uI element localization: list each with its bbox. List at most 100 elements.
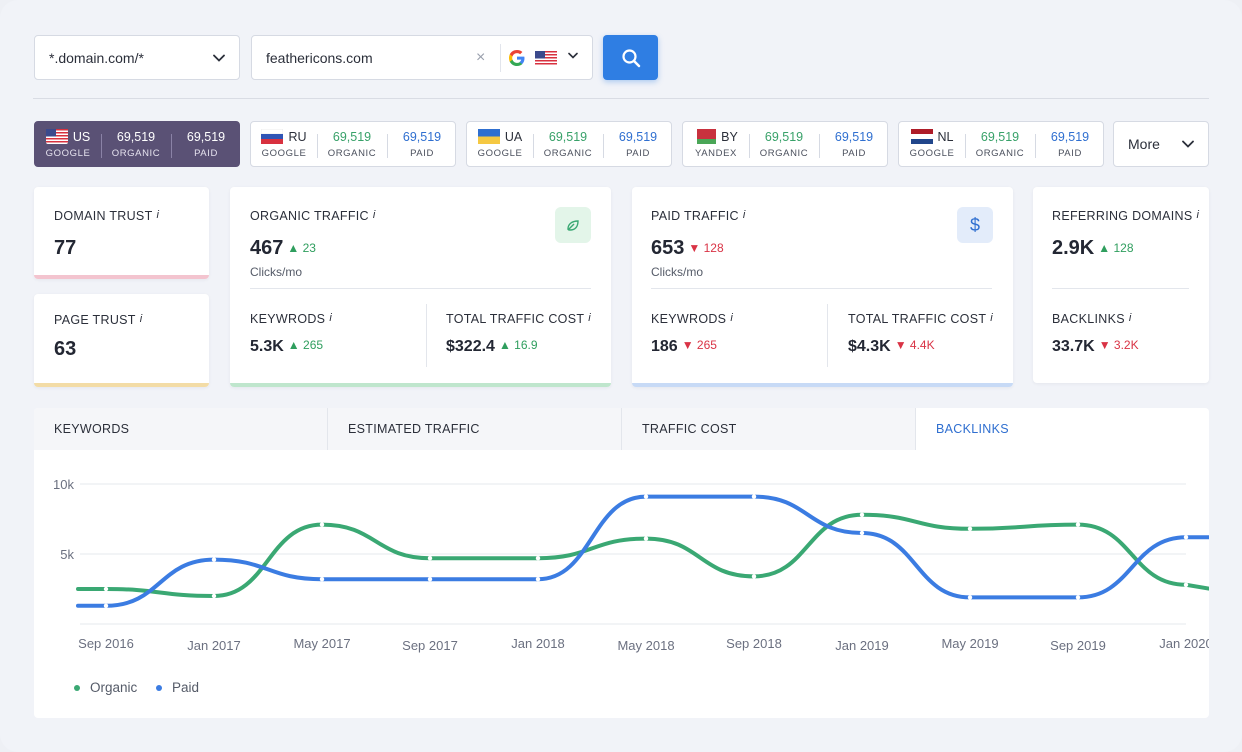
data-point-paid [643, 494, 649, 499]
info-icon[interactable]: i [1196, 209, 1200, 221]
data-point-paid [319, 577, 325, 582]
page-trust-label: PAGE TRUST i [54, 313, 143, 327]
region-chip-ru[interactable]: RU GOOGLE 69,519 ORGANIC 69,519 PAID [250, 121, 456, 167]
chevron-down-icon[interactable] [568, 52, 578, 59]
region-chip-nl[interactable]: NL GOOGLE 69,519 ORGANIC 69,519 PAID [898, 121, 1104, 167]
region-paid-value: 69,519 [1050, 130, 1090, 144]
data-point-organic [535, 556, 541, 561]
divider [1052, 288, 1189, 289]
region-organic: 69,519 ORGANIC [969, 129, 1031, 161]
paid-keywords-value: 186 ▼ 265 [651, 338, 717, 355]
region-organic-value: 69,519 [332, 130, 372, 144]
x-tick-label: Jan 2020 [1159, 636, 1209, 651]
organic-dot-icon [74, 684, 80, 691]
tab-estimated-traffic[interactable]: ESTIMATED TRAFFIC [328, 408, 622, 450]
paid-cost-delta: ▼ 4.4K [894, 338, 935, 352]
region-organic: 69,519 ORGANIC [753, 129, 815, 161]
info-icon[interactable]: i [139, 313, 143, 325]
more-button[interactable]: More [1113, 121, 1209, 167]
info-icon[interactable]: i [990, 312, 994, 324]
x-tick-label: Sep 2016 [78, 636, 134, 651]
region-organic-value: 69,519 [764, 130, 804, 144]
organic-keywords-label: KEYWRODS i [250, 312, 333, 326]
region-paid-label: PAID [626, 148, 650, 159]
region-engine-label: GOOGLE [261, 148, 307, 159]
info-icon[interactable]: i [588, 312, 592, 324]
search-field[interactable]: × [251, 35, 593, 80]
paid-traffic-card: PAID TRAFFIC i $ 653 ▼ 128 Clicks/mo KEYWR… [632, 187, 1013, 387]
info-icon[interactable]: i [372, 209, 376, 221]
paid-cost-label: TOTAL TRAFFIC COST i [848, 312, 994, 326]
backlinks-label: BACKLINKS i [1052, 312, 1132, 326]
organic-cost-label: TOTAL TRAFFIC COST i [446, 312, 592, 326]
region-paid: 69,519 PAID [391, 129, 453, 161]
google-icon[interactable] [508, 49, 526, 67]
info-icon[interactable]: i [742, 209, 746, 221]
region-organic-label: ORGANIC [759, 148, 809, 159]
region-engine-label: GOOGLE [909, 148, 955, 159]
chevron-down-icon [213, 54, 225, 62]
region-paid-label: PAID [1058, 148, 1082, 159]
paid-dot-icon [156, 684, 162, 691]
paid-traffic-delta: ▼ 128 [688, 241, 724, 255]
clear-icon[interactable]: × [476, 49, 486, 66]
data-point-paid [103, 603, 109, 608]
region-paid: 69,519 PAID [607, 129, 669, 161]
divider [317, 134, 318, 158]
data-point-organic [211, 593, 217, 599]
divider [101, 134, 102, 158]
data-point-organic [967, 526, 973, 531]
us-flag-icon[interactable] [535, 51, 557, 66]
divider [250, 288, 591, 289]
region-code: NL [937, 130, 954, 144]
search-button[interactable] [603, 35, 658, 80]
region-chip-ua[interactable]: UA GOOGLE 69,519 ORGANIC 69,519 PAID [466, 121, 672, 167]
tab-traffic-cost[interactable]: TRAFFIC COST [622, 408, 916, 450]
organic-keywords-delta: ▲ 265 [287, 338, 324, 352]
data-point-organic [751, 574, 757, 579]
organic-traffic-delta: ▲ 23 [287, 241, 316, 255]
data-point-paid [859, 530, 865, 536]
divider [819, 134, 820, 158]
info-icon[interactable]: i [156, 209, 160, 221]
legend-paid-label: Paid [172, 680, 200, 695]
x-tick-label: May 2018 [617, 638, 674, 653]
series-line-paid [76, 494, 1209, 608]
region-organic-value: 69,519 [116, 130, 156, 144]
region-code: US [72, 130, 91, 144]
region-chip-us[interactable]: US GOOGLE 69,519 ORGANIC 69,519 PAID [34, 121, 240, 167]
region-paid-label: PAID [842, 148, 866, 159]
region-paid-value: 69,519 [834, 130, 874, 144]
info-icon[interactable]: i [730, 312, 734, 324]
data-point-organic [1075, 522, 1081, 527]
search-input[interactable] [266, 49, 466, 66]
region-organic: 69,519 ORGANIC [321, 129, 383, 161]
data-point-organic [859, 512, 865, 517]
x-tick-label: Sep 2018 [726, 636, 782, 651]
info-icon[interactable]: i [329, 312, 333, 324]
legend-paid[interactable]: Paid [156, 680, 199, 695]
divider [1035, 134, 1036, 158]
referring-domains-card: REFERRING DOMAINS i 2.9K ▲ 128 BACKLINKS i … [1033, 187, 1209, 383]
organic-keywords-value: 5.3K ▲ 265 [250, 338, 324, 355]
data-point-organic [319, 522, 325, 527]
organic-cost-delta: ▲ 16.9 [498, 338, 538, 352]
legend-organic[interactable]: Organic [74, 680, 137, 695]
tab-backlinks[interactable]: BACKLINKS [916, 408, 1209, 450]
tab-keywords[interactable]: KEYWORDS [34, 408, 328, 450]
card-accent-bar [34, 383, 209, 387]
domain-mode-select[interactable]: *.domain.com/* [34, 35, 240, 80]
region-engine: BY YANDEX [691, 129, 741, 161]
data-point-organic [1183, 582, 1189, 587]
domain-mode-value: *.domain.com/* [49, 49, 144, 66]
divider [965, 134, 966, 158]
leaf-icon [555, 207, 591, 243]
data-point-paid [751, 494, 757, 499]
data-point-paid [967, 595, 973, 600]
data-point-organic [643, 536, 649, 541]
region-chip-by[interactable]: BY YANDEX 69,519 ORGANIC 69,519 PAID [682, 121, 888, 167]
divider [33, 98, 1209, 99]
info-icon[interactable]: i [1128, 312, 1132, 324]
region-organic-label: ORGANIC [543, 148, 593, 159]
y-tick-label: 5k [60, 547, 74, 562]
